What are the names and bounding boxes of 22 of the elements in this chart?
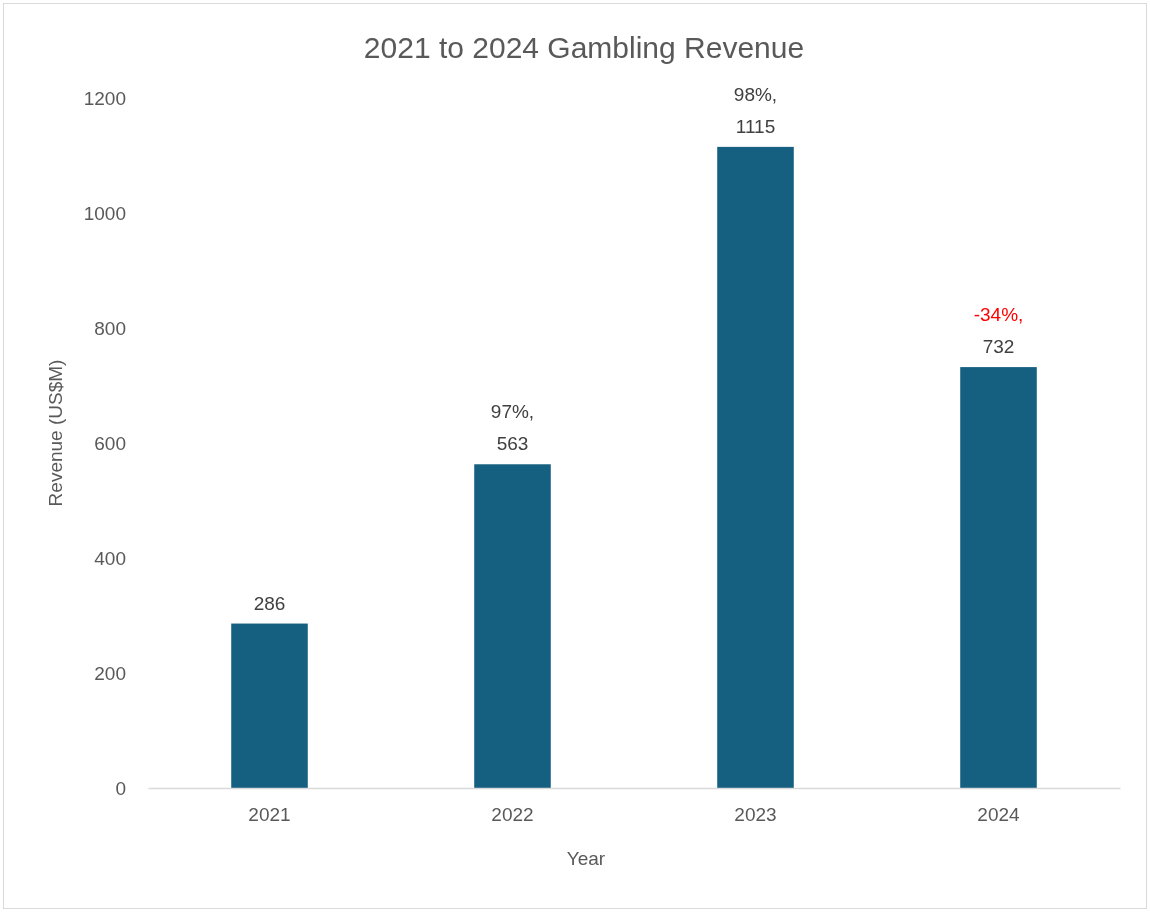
x-axis-title: Year bbox=[566, 848, 606, 869]
x-tick-label: 2023 bbox=[734, 804, 777, 826]
data-label: 97%, 563 bbox=[490, 401, 535, 455]
bar bbox=[960, 367, 1037, 788]
data-label: 98%, 1115 bbox=[733, 83, 778, 137]
y-axis-title: Revenue (US$M) bbox=[45, 359, 66, 507]
y-tick-label: 800 bbox=[94, 317, 126, 339]
y-tick-label: 1000 bbox=[83, 202, 126, 224]
bar bbox=[474, 464, 551, 788]
y-tick-label: 1200 bbox=[83, 87, 126, 109]
y-tick-label: 400 bbox=[94, 547, 126, 569]
x-tick-label: 2021 bbox=[248, 804, 291, 826]
data-label: -34%, 732 bbox=[973, 304, 1024, 358]
bar bbox=[231, 623, 308, 788]
bar bbox=[717, 146, 794, 788]
x-tick-label: 2022 bbox=[491, 804, 534, 826]
chart-title: 2021 to 2024 Gambling Revenue bbox=[363, 31, 805, 64]
y-tick-label: 600 bbox=[94, 432, 126, 454]
y-tick-label: 0 bbox=[115, 777, 126, 799]
y-tick-label: 200 bbox=[94, 662, 126, 684]
x-tick-label: 2024 bbox=[977, 804, 1021, 826]
data-label: 286 bbox=[253, 592, 286, 614]
